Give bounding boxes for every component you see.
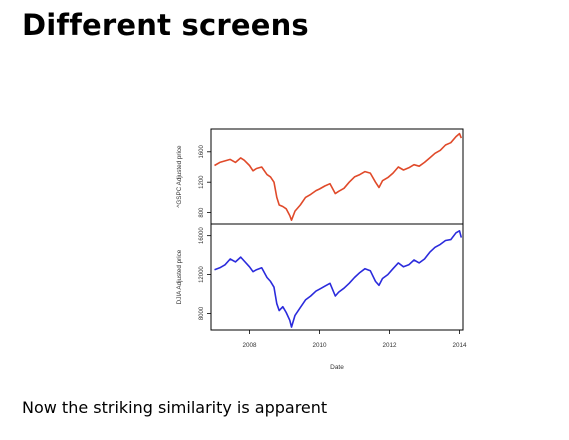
x-tick-label: 2010 (312, 342, 327, 349)
y-tick-label: 1200 (199, 175, 205, 189)
panel-frame-1 (210, 128, 464, 225)
y-tick-label: 8000 (199, 306, 205, 320)
y-axis-label-2: DJIA Adjusted price (176, 249, 183, 304)
x-tick-label: 2014 (452, 342, 467, 349)
x-axis-label: Date (330, 364, 344, 371)
slide-title: Different screens (22, 8, 309, 42)
y-tick-label: 800 (199, 207, 205, 218)
series-line-2 (214, 230, 463, 328)
x-tick-label: 2012 (382, 342, 397, 349)
y-axis-label-1: ^GSPC Adjusted price (176, 145, 183, 208)
y-tick-label: 1600 (199, 144, 205, 158)
x-tick-label: 2008 (242, 342, 257, 349)
panel-frame-2 (210, 223, 464, 331)
slide-caption: Now the striking similarity is apparent (22, 398, 328, 417)
y-tick-label: 16000 (199, 227, 205, 244)
y-tick-label: 12000 (199, 266, 205, 283)
series-line-1 (214, 132, 463, 221)
